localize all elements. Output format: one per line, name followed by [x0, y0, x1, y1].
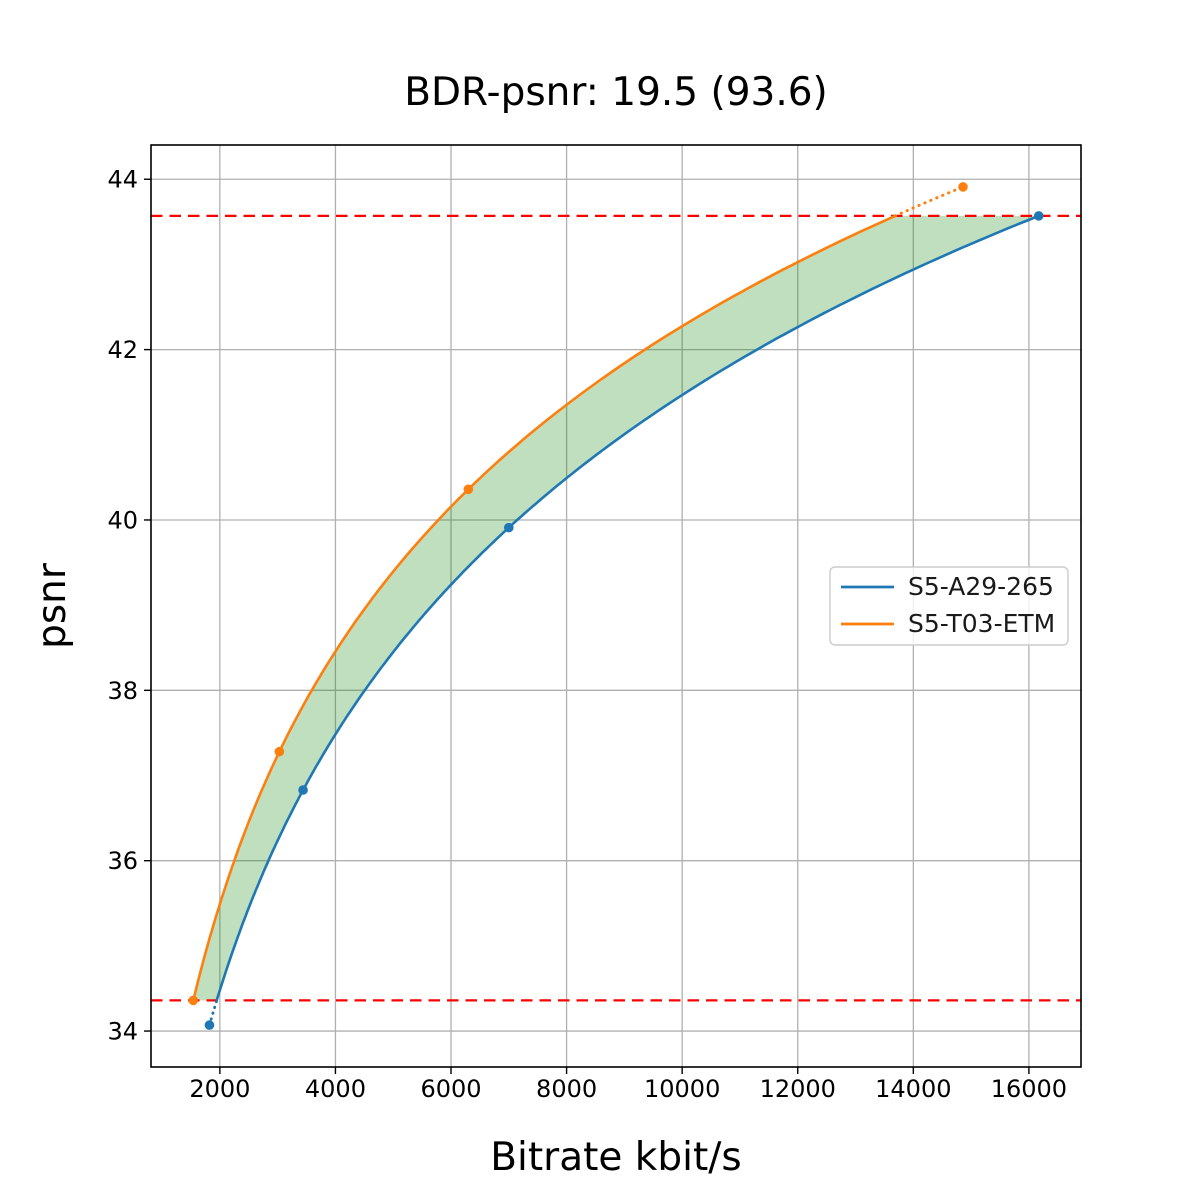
chart-title: BDR-psnr: 19.5 (93.6) — [404, 70, 828, 115]
legend-label-series-1: S5-T03-ETM — [908, 609, 1055, 638]
data-point — [504, 522, 514, 533]
rd-curve-extrapolated-dotted — [208, 999, 219, 1027]
legend: S5-A29-265 S5-T03-ETM — [829, 566, 1069, 646]
y-tick-label: 36 — [107, 847, 138, 875]
y-tick-label: 44 — [107, 166, 138, 194]
bd-area-fill — [193, 215, 1039, 1001]
data-point — [274, 746, 285, 757]
x-tick-label: 12000 — [760, 1075, 836, 1103]
y-axis-label: psnr — [30, 562, 75, 649]
axis-ticks — [144, 178, 1030, 1074]
data-point — [188, 995, 199, 1006]
data-point — [958, 182, 968, 192]
y-tick-label: 34 — [107, 1018, 138, 1046]
rd-curves — [192, 185, 1040, 1027]
rd-curve-extrapolated-dotted — [893, 185, 965, 218]
x-tick-label: 4000 — [305, 1075, 366, 1103]
rd-curve-solid — [215, 214, 1040, 1001]
x-axis-label: Bitrate kbit/s — [490, 1135, 741, 1180]
data-point — [204, 1020, 215, 1030]
data-point-markers — [188, 182, 1044, 1030]
rd-curve-solid — [192, 214, 896, 1001]
data-point — [298, 785, 308, 795]
data-point — [463, 484, 474, 495]
x-tick-label: 8000 — [536, 1075, 597, 1103]
y-tick-label: 40 — [107, 506, 138, 534]
x-tick-label: 10000 — [644, 1075, 720, 1103]
bd-overlap-area — [193, 215, 1039, 1001]
y-tick-label: 42 — [107, 336, 138, 364]
legend-label-series-0: S5-A29-265 — [908, 572, 1054, 601]
data-point — [1033, 211, 1044, 221]
axis-tick-labels: 2000 4000 6000 8000 10000 12000 14000 16000 34 36… — [107, 166, 1067, 1103]
x-tick-label: 16000 — [991, 1075, 1067, 1103]
x-tick-label: 6000 — [420, 1075, 481, 1103]
plot-border — [150, 144, 1082, 1068]
y-tick-label: 38 — [107, 677, 138, 705]
x-tick-label: 14000 — [875, 1075, 951, 1103]
x-tick-label: 2000 — [189, 1075, 250, 1103]
gridlines — [151, 145, 1081, 1067]
overlap-boundary-lines — [151, 214, 1081, 1002]
